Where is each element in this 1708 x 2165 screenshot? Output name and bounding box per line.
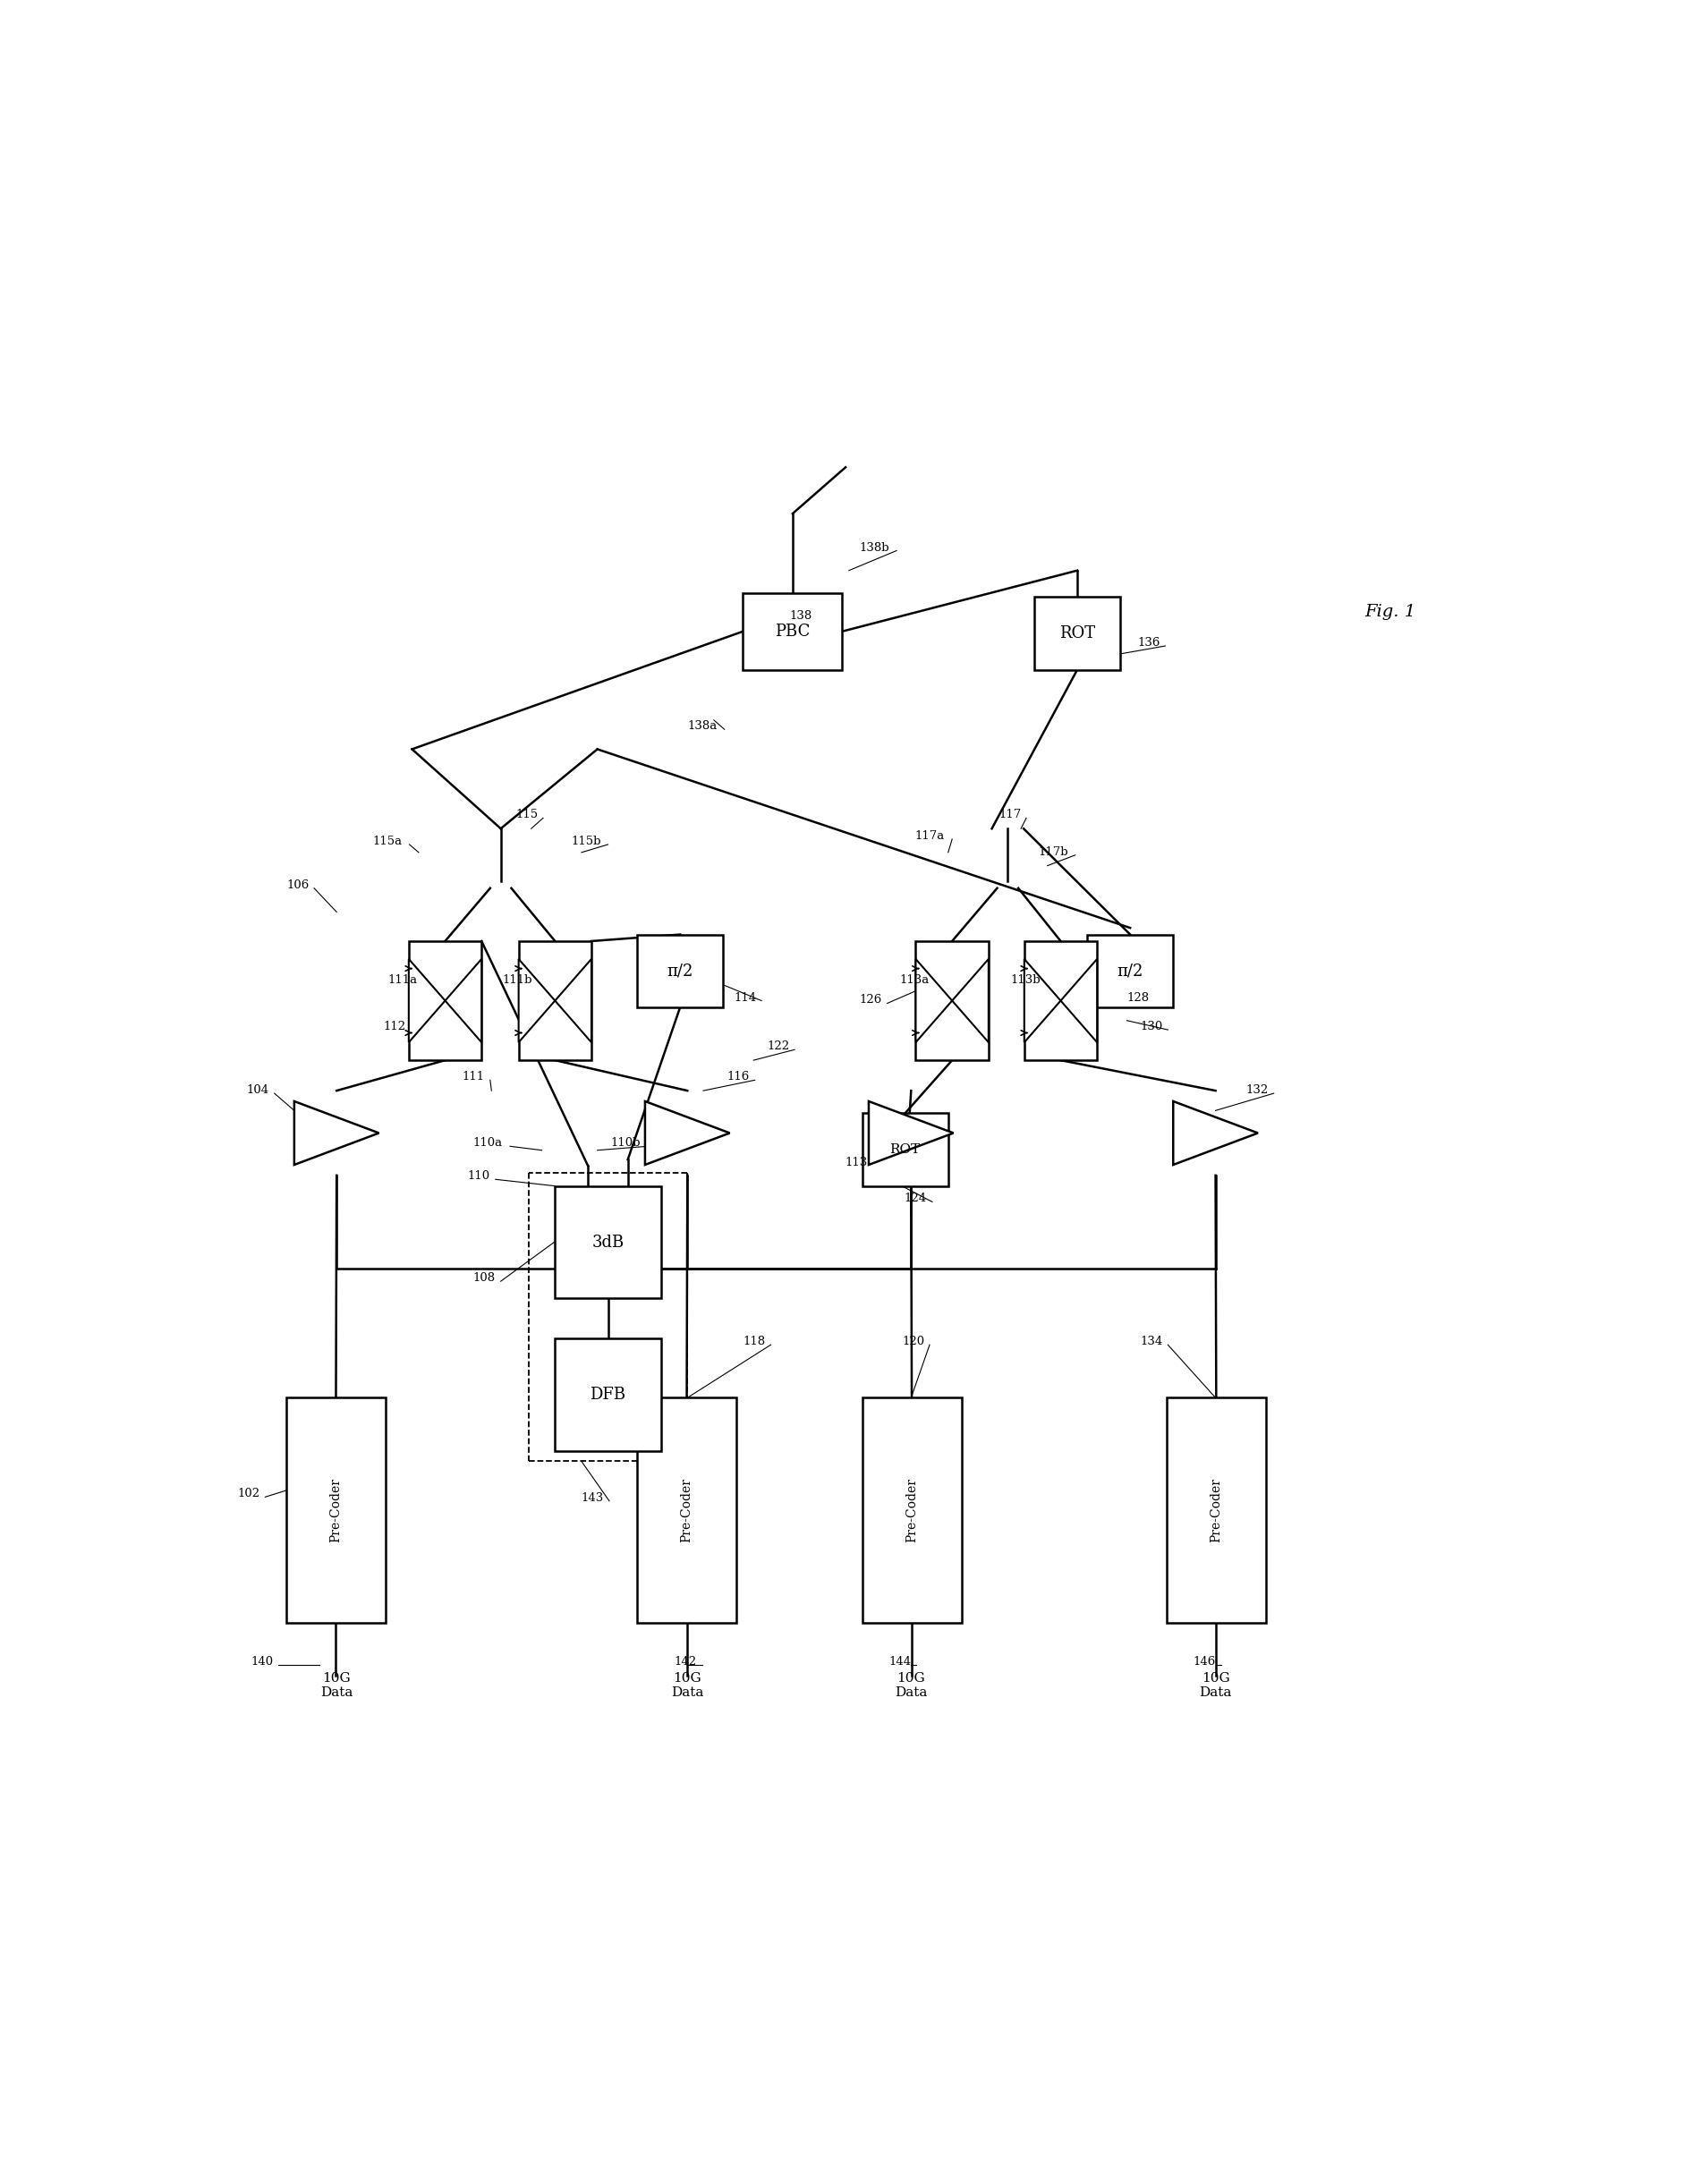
Text: 10G
Data: 10G Data: [321, 1671, 354, 1700]
Text: 110a: 110a: [473, 1137, 502, 1150]
Bar: [1035, 598, 1120, 669]
Text: 124: 124: [905, 1193, 927, 1204]
Text: Pre-Coder: Pre-Coder: [330, 1479, 342, 1541]
Bar: [1025, 942, 1097, 1061]
Text: Pre-Coder: Pre-Coder: [1209, 1479, 1223, 1541]
Text: 102: 102: [237, 1487, 260, 1500]
Polygon shape: [1025, 959, 1061, 1041]
Text: 115a: 115a: [372, 836, 401, 847]
Text: ROT: ROT: [890, 1143, 921, 1156]
Text: 104: 104: [246, 1085, 270, 1095]
Polygon shape: [294, 1102, 379, 1165]
Text: 134: 134: [1141, 1336, 1163, 1347]
Bar: [915, 942, 989, 1061]
Polygon shape: [408, 959, 446, 1041]
Text: 142: 142: [675, 1656, 697, 1667]
Text: PBC: PBC: [775, 624, 810, 639]
Polygon shape: [519, 959, 555, 1041]
Polygon shape: [1173, 1102, 1257, 1165]
Text: 110: 110: [468, 1171, 490, 1182]
Text: 117: 117: [999, 810, 1021, 821]
Text: 126: 126: [859, 994, 881, 1007]
Text: 138: 138: [789, 611, 811, 621]
Bar: [743, 593, 842, 669]
Text: 117b: 117b: [1038, 847, 1068, 857]
Bar: [519, 942, 591, 1061]
Text: 10G
Data: 10G Data: [1199, 1671, 1231, 1700]
Text: 130: 130: [1141, 1022, 1163, 1033]
Bar: [863, 1399, 962, 1624]
Bar: [863, 1113, 948, 1186]
Text: 122: 122: [767, 1041, 789, 1052]
Text: 114: 114: [734, 992, 757, 1002]
Text: 108: 108: [473, 1273, 495, 1284]
Text: DFB: DFB: [589, 1386, 625, 1403]
Text: 138a: 138a: [687, 721, 717, 732]
Polygon shape: [951, 959, 989, 1041]
Text: ROT: ROT: [1059, 626, 1095, 641]
Text: π/2: π/2: [666, 963, 693, 979]
Text: 146: 146: [1192, 1656, 1216, 1667]
Bar: [1167, 1399, 1266, 1624]
Text: 128: 128: [1127, 992, 1149, 1002]
Text: 111b: 111b: [502, 974, 531, 985]
Text: 110b: 110b: [611, 1137, 640, 1150]
Text: 115b: 115b: [570, 836, 601, 847]
Text: 112: 112: [383, 1022, 405, 1033]
Polygon shape: [646, 1102, 729, 1165]
Text: π/2: π/2: [1117, 963, 1143, 979]
Text: 120: 120: [902, 1336, 924, 1347]
Text: 143: 143: [581, 1492, 605, 1505]
Polygon shape: [1061, 959, 1097, 1041]
Text: 111: 111: [463, 1072, 485, 1082]
Text: 118: 118: [743, 1336, 765, 1347]
Text: 10G
Data: 10G Data: [671, 1671, 704, 1700]
Bar: [555, 1186, 661, 1299]
Polygon shape: [915, 959, 951, 1041]
Text: 10G
Data: 10G Data: [895, 1671, 927, 1700]
Text: 113: 113: [845, 1156, 868, 1169]
Text: 116: 116: [728, 1072, 750, 1082]
Text: Pre-Coder: Pre-Coder: [680, 1479, 693, 1541]
Text: 117a: 117a: [915, 829, 945, 842]
Bar: [555, 1338, 661, 1451]
Text: 144: 144: [888, 1656, 910, 1667]
Polygon shape: [446, 959, 482, 1041]
Text: 140: 140: [251, 1656, 273, 1667]
Text: 113b: 113b: [1011, 974, 1040, 985]
Bar: [637, 1399, 736, 1624]
Text: 132: 132: [1247, 1085, 1269, 1095]
Text: Pre-Coder: Pre-Coder: [905, 1479, 917, 1541]
Polygon shape: [869, 1102, 953, 1165]
Bar: [637, 935, 722, 1007]
Bar: [1088, 935, 1173, 1007]
Text: 106: 106: [287, 879, 309, 890]
Text: Fig. 1: Fig. 1: [1365, 604, 1416, 621]
Text: 138b: 138b: [859, 541, 890, 554]
Text: 136: 136: [1138, 637, 1160, 649]
Text: 111a: 111a: [388, 974, 418, 985]
Text: 113a: 113a: [898, 974, 929, 985]
Bar: [287, 1399, 386, 1624]
Text: 3dB: 3dB: [591, 1234, 623, 1249]
Text: 115: 115: [516, 810, 538, 821]
Polygon shape: [555, 959, 591, 1041]
Bar: [408, 942, 482, 1061]
